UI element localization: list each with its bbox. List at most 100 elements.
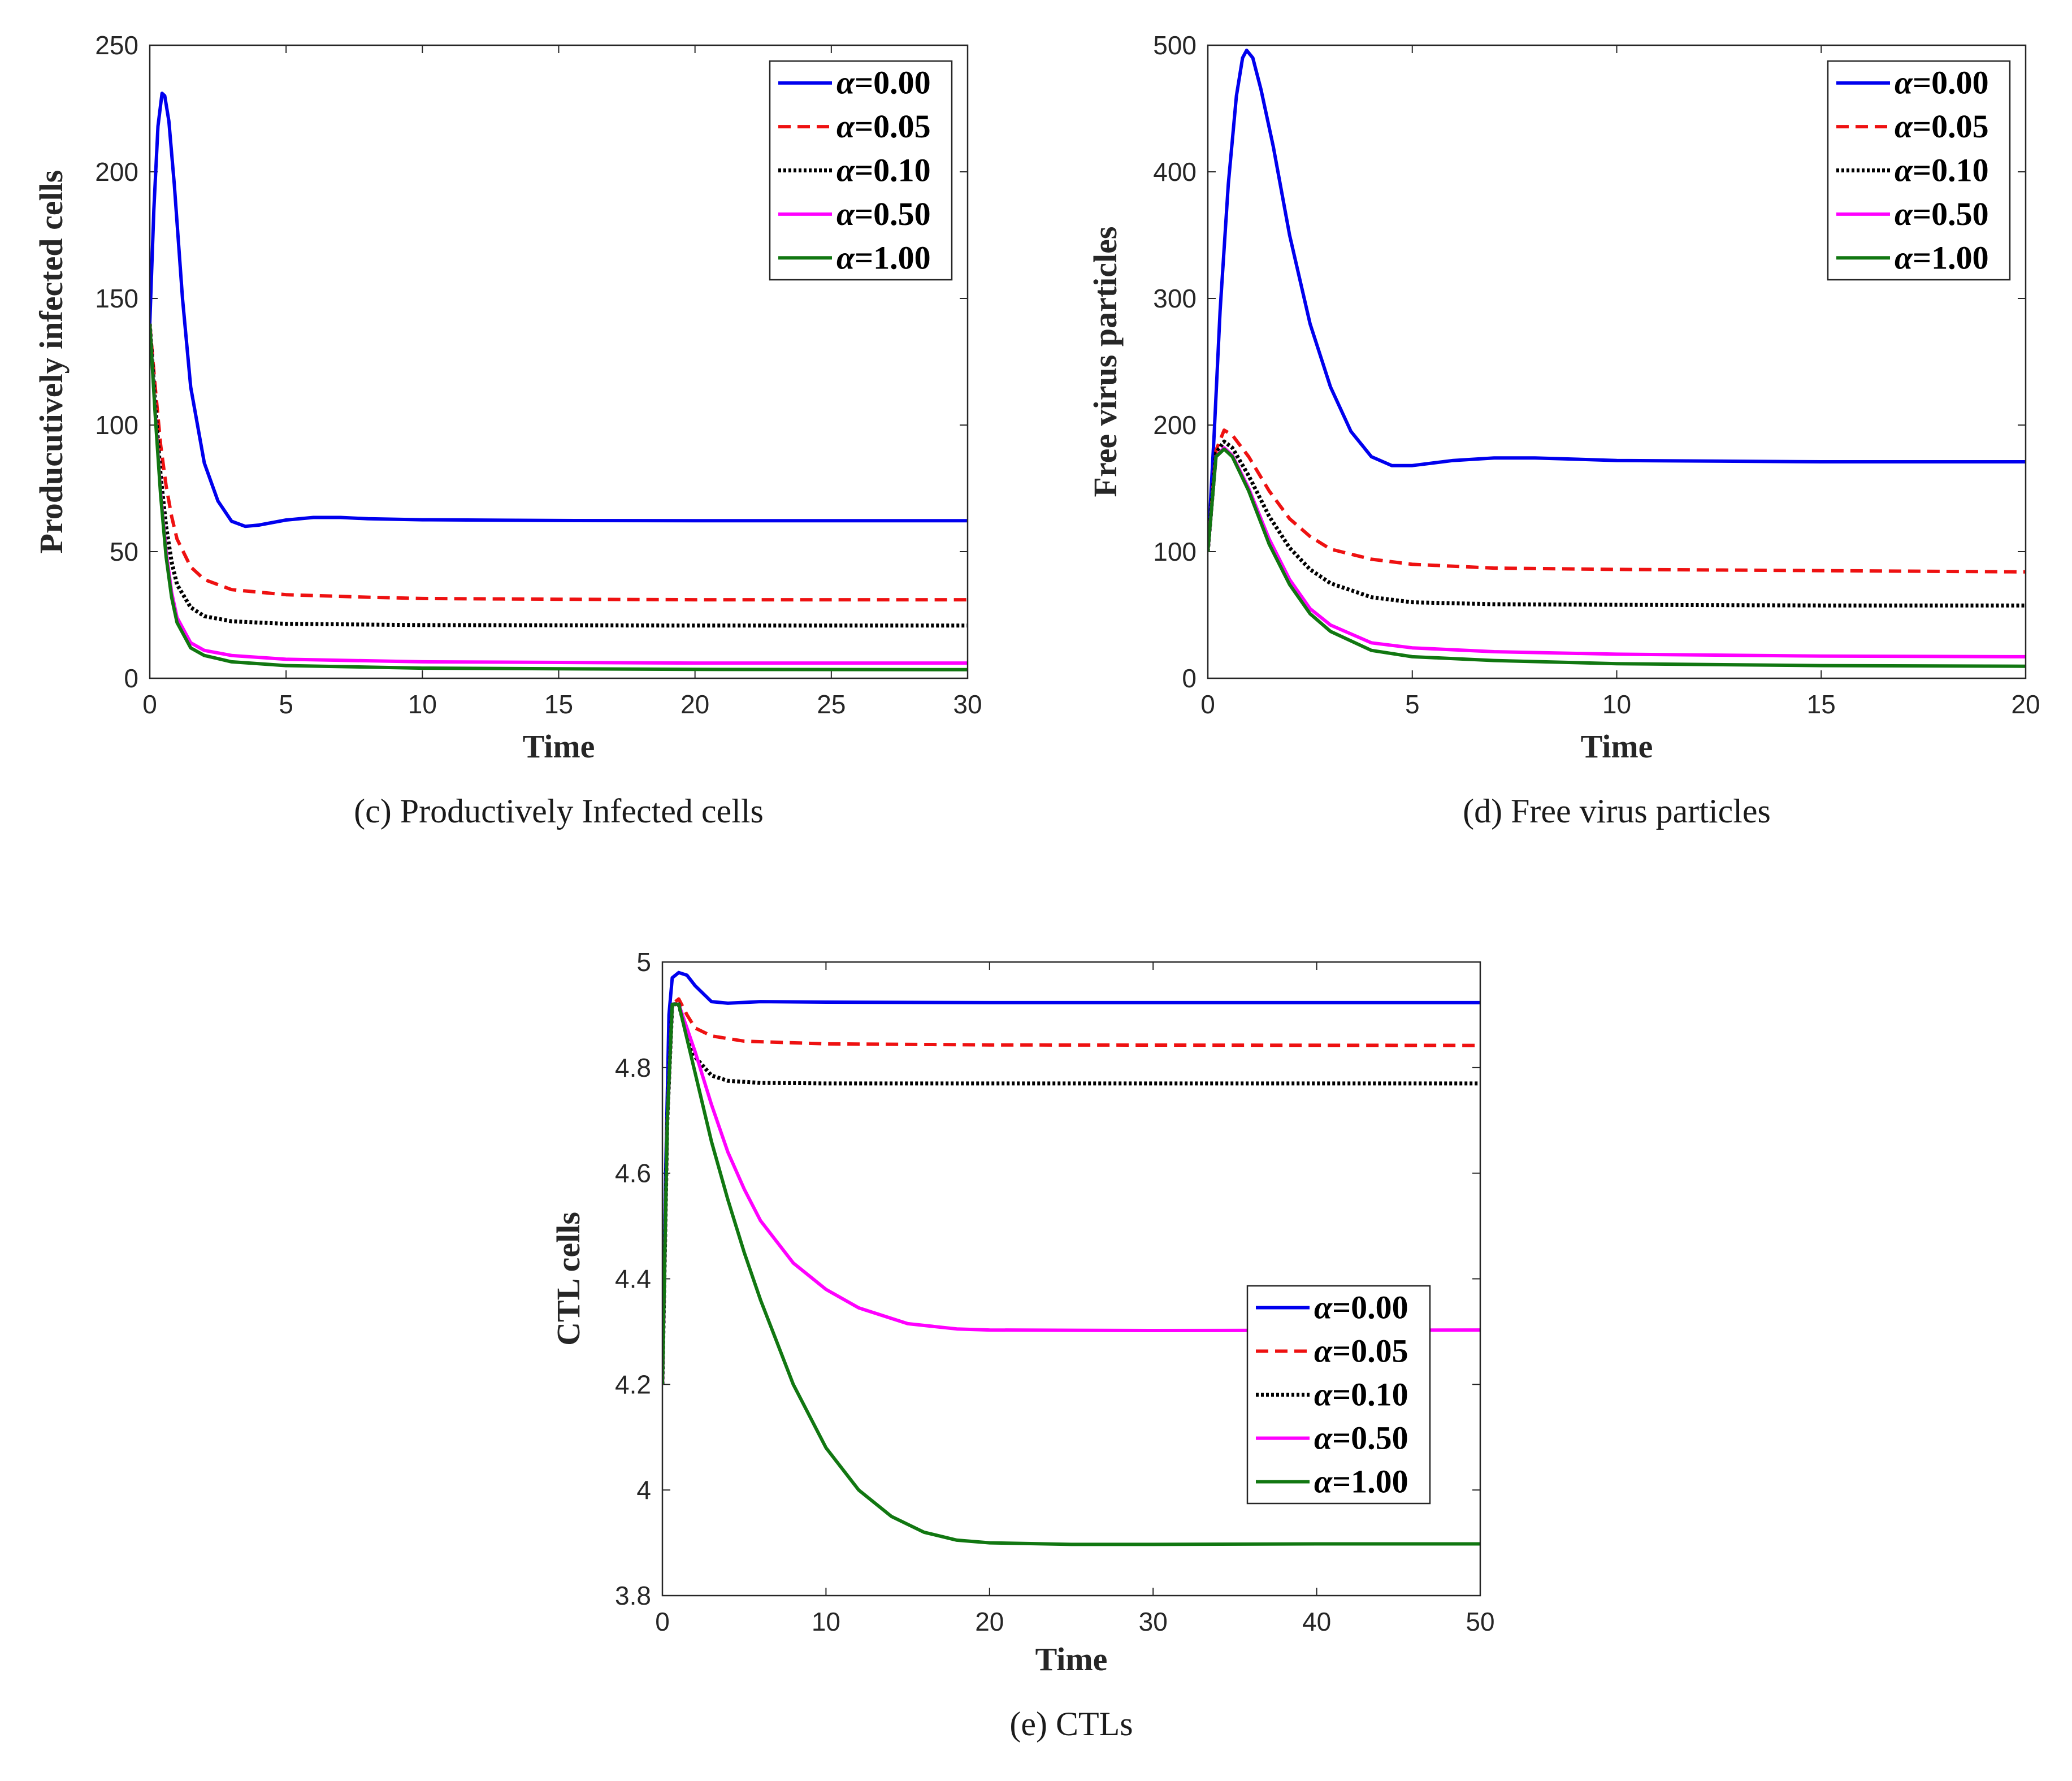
- legend: α=0.00α=0.05α=0.10α=0.50α=1.00: [769, 60, 953, 281]
- legend-alpha-symbol: α: [1895, 239, 1913, 276]
- series-line-alpha-0.00: [150, 92, 968, 528]
- legend-alpha-symbol: α: [1895, 64, 1913, 101]
- x-tick-label: 30: [953, 690, 982, 719]
- legend-value: =0.00: [1913, 64, 1989, 101]
- legend-value: =0.50: [1913, 196, 1989, 232]
- y-tick-label: 4.8: [615, 1053, 651, 1082]
- legend-value: =1.00: [1913, 239, 1989, 276]
- y-tick-label: 200: [95, 157, 138, 187]
- y-tick-label: 50: [110, 537, 138, 566]
- figure-caption: (e) CTLs: [1009, 1705, 1133, 1743]
- y-tick-label: 0: [1182, 664, 1197, 693]
- y-tick-label: 250: [95, 31, 138, 60]
- y-tick-label: 400: [1153, 157, 1197, 187]
- legend-value: =0.05: [1332, 1333, 1408, 1370]
- legend-alpha-symbol: α: [1314, 1333, 1333, 1370]
- legend: α=0.00α=0.05α=0.10α=0.50α=1.00: [1246, 1285, 1431, 1505]
- legend-value: =0.10: [1332, 1376, 1408, 1413]
- y-axis-label: CTL cells: [550, 1212, 587, 1346]
- series-line-alpha-0.10: [150, 323, 968, 628]
- legend-value: =0.00: [855, 64, 931, 101]
- series-line-alpha-1.00: [662, 1002, 1480, 1546]
- x-tick-label: 40: [1302, 1607, 1331, 1636]
- x-tick-label: 20: [680, 690, 709, 719]
- plot-frame: [661, 961, 1481, 1597]
- x-tick-label: 20: [975, 1607, 1004, 1636]
- x-tick-label: 0: [655, 1607, 670, 1636]
- x-tick-label: 10: [812, 1607, 840, 1636]
- x-tick-label: 0: [1200, 690, 1215, 719]
- legend-label: α=0.00: [836, 64, 931, 101]
- y-tick-label: 4.4: [615, 1264, 651, 1294]
- plot-frame: [149, 44, 969, 679]
- series-line-alpha-1.00: [1208, 447, 2026, 668]
- legend-value: =0.05: [855, 108, 931, 145]
- x-tick-label: 30: [1139, 1607, 1168, 1636]
- legend-alpha-symbol: α: [1895, 108, 1913, 145]
- legend-alpha-symbol: α: [1895, 152, 1913, 189]
- y-tick-label: 100: [95, 410, 138, 440]
- x-tick-label: 20: [2011, 690, 2040, 719]
- series-line-alpha-0.00: [662, 970, 1480, 1385]
- legend-label: α=0.00: [1314, 1289, 1408, 1326]
- x-tick-label: 5: [279, 690, 293, 719]
- legend-label: α=0.50: [836, 196, 931, 232]
- x-tick-label: 50: [1466, 1607, 1494, 1636]
- x-axis-label: Time: [1035, 1641, 1108, 1678]
- series-line-alpha-0.05: [150, 323, 968, 602]
- legend-value: =0.50: [1332, 1420, 1408, 1457]
- legend-label: α=0.00: [1895, 64, 1989, 101]
- x-axis-label: Time: [523, 728, 595, 765]
- legend-label: α=0.05: [1895, 108, 1989, 145]
- figure-caption: (c) Productively Infected cells: [354, 792, 764, 830]
- y-axis-label: Producutively infected cells: [33, 170, 70, 554]
- y-tick-label: 5: [636, 947, 651, 977]
- legend-value: =1.00: [855, 239, 931, 276]
- x-tick-label: 5: [1405, 690, 1420, 719]
- legend-label: α=1.00: [1895, 239, 1989, 276]
- series-line-alpha-0.10: [1208, 439, 2026, 608]
- legend-alpha-symbol: α: [836, 64, 855, 101]
- y-tick-label: 150: [95, 284, 138, 313]
- legend-value: =0.10: [1913, 152, 1989, 189]
- y-tick-label: 4: [636, 1475, 651, 1505]
- legend: α=0.00α=0.05α=0.10α=0.50α=1.00: [1827, 60, 2011, 281]
- legend-label: α=0.50: [1895, 196, 1989, 232]
- y-tick-label: 0: [124, 664, 138, 693]
- x-axis-label: Time: [1581, 728, 1653, 765]
- y-tick-label: 3.8: [615, 1581, 651, 1610]
- legend-alpha-symbol: α: [1314, 1376, 1333, 1413]
- x-tick-label: 15: [1807, 690, 1836, 719]
- plot-frame: [1207, 44, 2027, 679]
- y-axis-label: Free virus particles: [1087, 227, 1124, 497]
- legend-label: α=1.00: [836, 239, 931, 276]
- legend-alpha-symbol: α: [836, 196, 855, 232]
- legend-label: α=0.10: [1895, 152, 1989, 189]
- legend-value: =0.50: [855, 196, 931, 232]
- legend-label: α=0.05: [1314, 1333, 1408, 1370]
- legend-alpha-symbol: α: [836, 239, 855, 276]
- series-line-alpha-0.10: [662, 1002, 1480, 1385]
- chart-panel-1: 0 5 10 15 20 25 30 0 50 100 150 200 250 Time Producuti…: [33, 31, 982, 830]
- legend-alpha-symbol: α: [1314, 1420, 1333, 1457]
- y-tick-label: 4.2: [615, 1370, 651, 1399]
- legend-alpha-symbol: α: [836, 152, 855, 189]
- legend-alpha-symbol: α: [1314, 1463, 1333, 1500]
- figure-caption: (d) Free virus particles: [1463, 792, 1771, 830]
- legend-value: =0.05: [1913, 108, 1989, 145]
- series-line-alpha-0.00: [1208, 49, 2026, 552]
- y-tick-label: 500: [1153, 31, 1197, 60]
- x-tick-label: 10: [1602, 690, 1631, 719]
- y-tick-label: 300: [1153, 284, 1197, 313]
- x-tick-label: 15: [544, 690, 573, 719]
- legend-alpha-symbol: α: [836, 108, 855, 145]
- legend-value: =0.00: [1332, 1289, 1408, 1326]
- legend-label: α=0.10: [836, 152, 931, 189]
- legend-label: α=0.05: [836, 108, 931, 145]
- y-tick-label: 100: [1153, 537, 1197, 566]
- x-tick-label: 0: [142, 690, 157, 719]
- legend-label: α=0.50: [1314, 1420, 1408, 1457]
- chart-panel-3: 0 10 20 30 40 50 3.8 4 4.2 4.4 4.6 4.8 5 Time CTL cell…: [550, 947, 1495, 1743]
